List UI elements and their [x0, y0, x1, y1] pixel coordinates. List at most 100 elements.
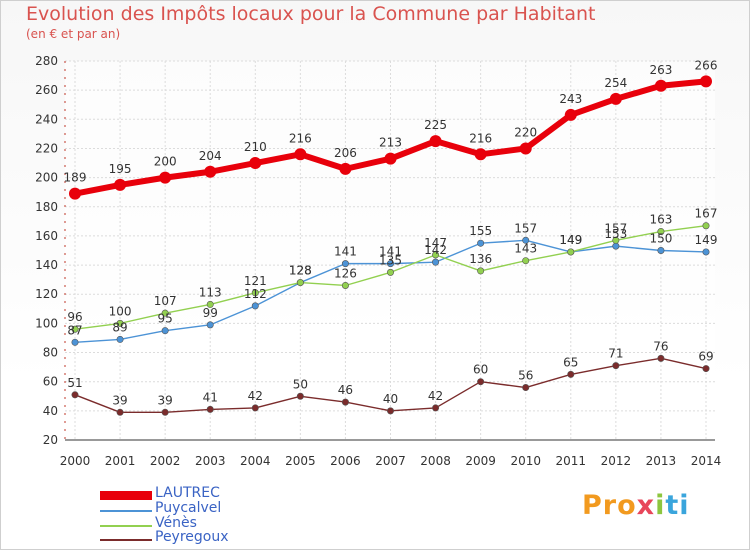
data-label: 135 — [379, 253, 402, 267]
data-label: 216 — [469, 131, 492, 145]
data-point — [114, 178, 127, 191]
data-point — [657, 228, 665, 236]
data-point — [429, 135, 442, 148]
data-label: 42 — [248, 389, 263, 403]
data-point — [564, 108, 577, 121]
data-label: 39 — [112, 393, 127, 407]
data-point — [294, 148, 307, 161]
data-point — [519, 142, 532, 155]
chart-title: Evolution des Impôts locaux pour la Comm… — [26, 3, 596, 25]
data-label: 149 — [695, 233, 718, 247]
data-label: 195 — [109, 162, 132, 176]
data-point — [206, 300, 214, 308]
data-point — [341, 281, 349, 289]
data-label: 200 — [154, 155, 177, 169]
x-tick-label: 2011 — [556, 454, 587, 468]
data-label: 99 — [203, 306, 218, 320]
data-label: 96 — [67, 310, 82, 324]
x-tick-label: 2007 — [375, 454, 406, 468]
x-tick-label: 2004 — [240, 454, 271, 468]
y-tick-label: 20 — [43, 433, 58, 447]
data-label: 149 — [559, 233, 582, 247]
data-label: 143 — [514, 242, 537, 256]
data-point — [204, 165, 217, 178]
data-point — [116, 335, 124, 343]
data-point — [702, 365, 710, 373]
x-tick-label: 2010 — [510, 454, 541, 468]
y-tick-label: 280 — [35, 54, 58, 68]
legend-swatch — [100, 525, 152, 527]
y-tick-label: 260 — [35, 83, 58, 97]
data-point — [477, 239, 485, 247]
data-point — [432, 404, 440, 412]
data-point — [612, 362, 620, 370]
data-label: 136 — [469, 252, 492, 266]
data-label: 76 — [653, 339, 668, 353]
data-point — [71, 391, 79, 399]
data-label: 60 — [473, 363, 488, 377]
data-point — [609, 92, 622, 105]
x-tick-label: 2005 — [285, 454, 316, 468]
y-tick-label: 120 — [35, 287, 58, 301]
data-label: 65 — [563, 355, 578, 369]
data-label: 157 — [604, 221, 627, 235]
data-point — [161, 327, 169, 335]
data-point — [386, 407, 394, 415]
y-tick-label: 40 — [43, 404, 58, 418]
x-tick-label: 2014 — [691, 454, 722, 468]
x-tick-label: 2001 — [105, 454, 136, 468]
data-point — [116, 408, 124, 416]
data-label: 69 — [698, 350, 713, 364]
chart-subtitle: (en € et par an) — [26, 27, 121, 41]
data-label: 266 — [695, 58, 718, 72]
data-point — [567, 370, 575, 378]
data-point — [116, 319, 124, 327]
data-point — [702, 222, 710, 230]
data-point — [206, 321, 214, 329]
data-label: 95 — [158, 312, 173, 326]
data-point — [339, 162, 352, 175]
data-label: 167 — [695, 207, 718, 221]
data-label: 204 — [199, 149, 222, 163]
x-tick-label: 2013 — [646, 454, 677, 468]
data-label: 128 — [289, 264, 312, 278]
data-label: 112 — [244, 287, 267, 301]
logo-part-3: i — [655, 490, 666, 521]
data-point — [71, 325, 79, 333]
data-label: 155 — [469, 224, 492, 238]
data-point — [386, 268, 394, 276]
data-point — [69, 187, 81, 200]
y-tick-label: 220 — [35, 141, 58, 155]
data-label: 71 — [608, 347, 623, 361]
x-tick-label: 2012 — [601, 454, 632, 468]
data-point — [702, 248, 710, 256]
data-label: 149 — [559, 233, 582, 247]
data-label: 157 — [514, 221, 537, 235]
data-point — [522, 384, 530, 392]
data-label: 40 — [383, 392, 398, 406]
data-label: 56 — [518, 369, 533, 383]
data-point — [522, 236, 530, 244]
y-tick-label: 200 — [35, 171, 58, 185]
legend-label: Puycalvel — [155, 500, 222, 516]
legend-swatch — [100, 491, 152, 500]
data-point — [700, 75, 712, 88]
data-point — [612, 242, 620, 250]
data-point — [432, 258, 440, 266]
x-tick-label: 2003 — [195, 454, 226, 468]
logo-part-2: x — [636, 490, 656, 521]
x-tick-label: 2008 — [420, 454, 451, 468]
data-point — [432, 251, 440, 259]
data-point — [249, 157, 262, 170]
data-label: 213 — [379, 136, 402, 150]
legend-swatch — [100, 539, 152, 541]
data-point — [567, 248, 575, 256]
legend-label: Vénès — [155, 515, 197, 531]
data-point — [161, 408, 169, 416]
data-point — [251, 302, 259, 310]
data-label: 126 — [334, 266, 357, 280]
proxiti-logo: Proxiti — [582, 490, 690, 521]
data-label: 163 — [649, 213, 672, 227]
data-point — [161, 309, 169, 317]
